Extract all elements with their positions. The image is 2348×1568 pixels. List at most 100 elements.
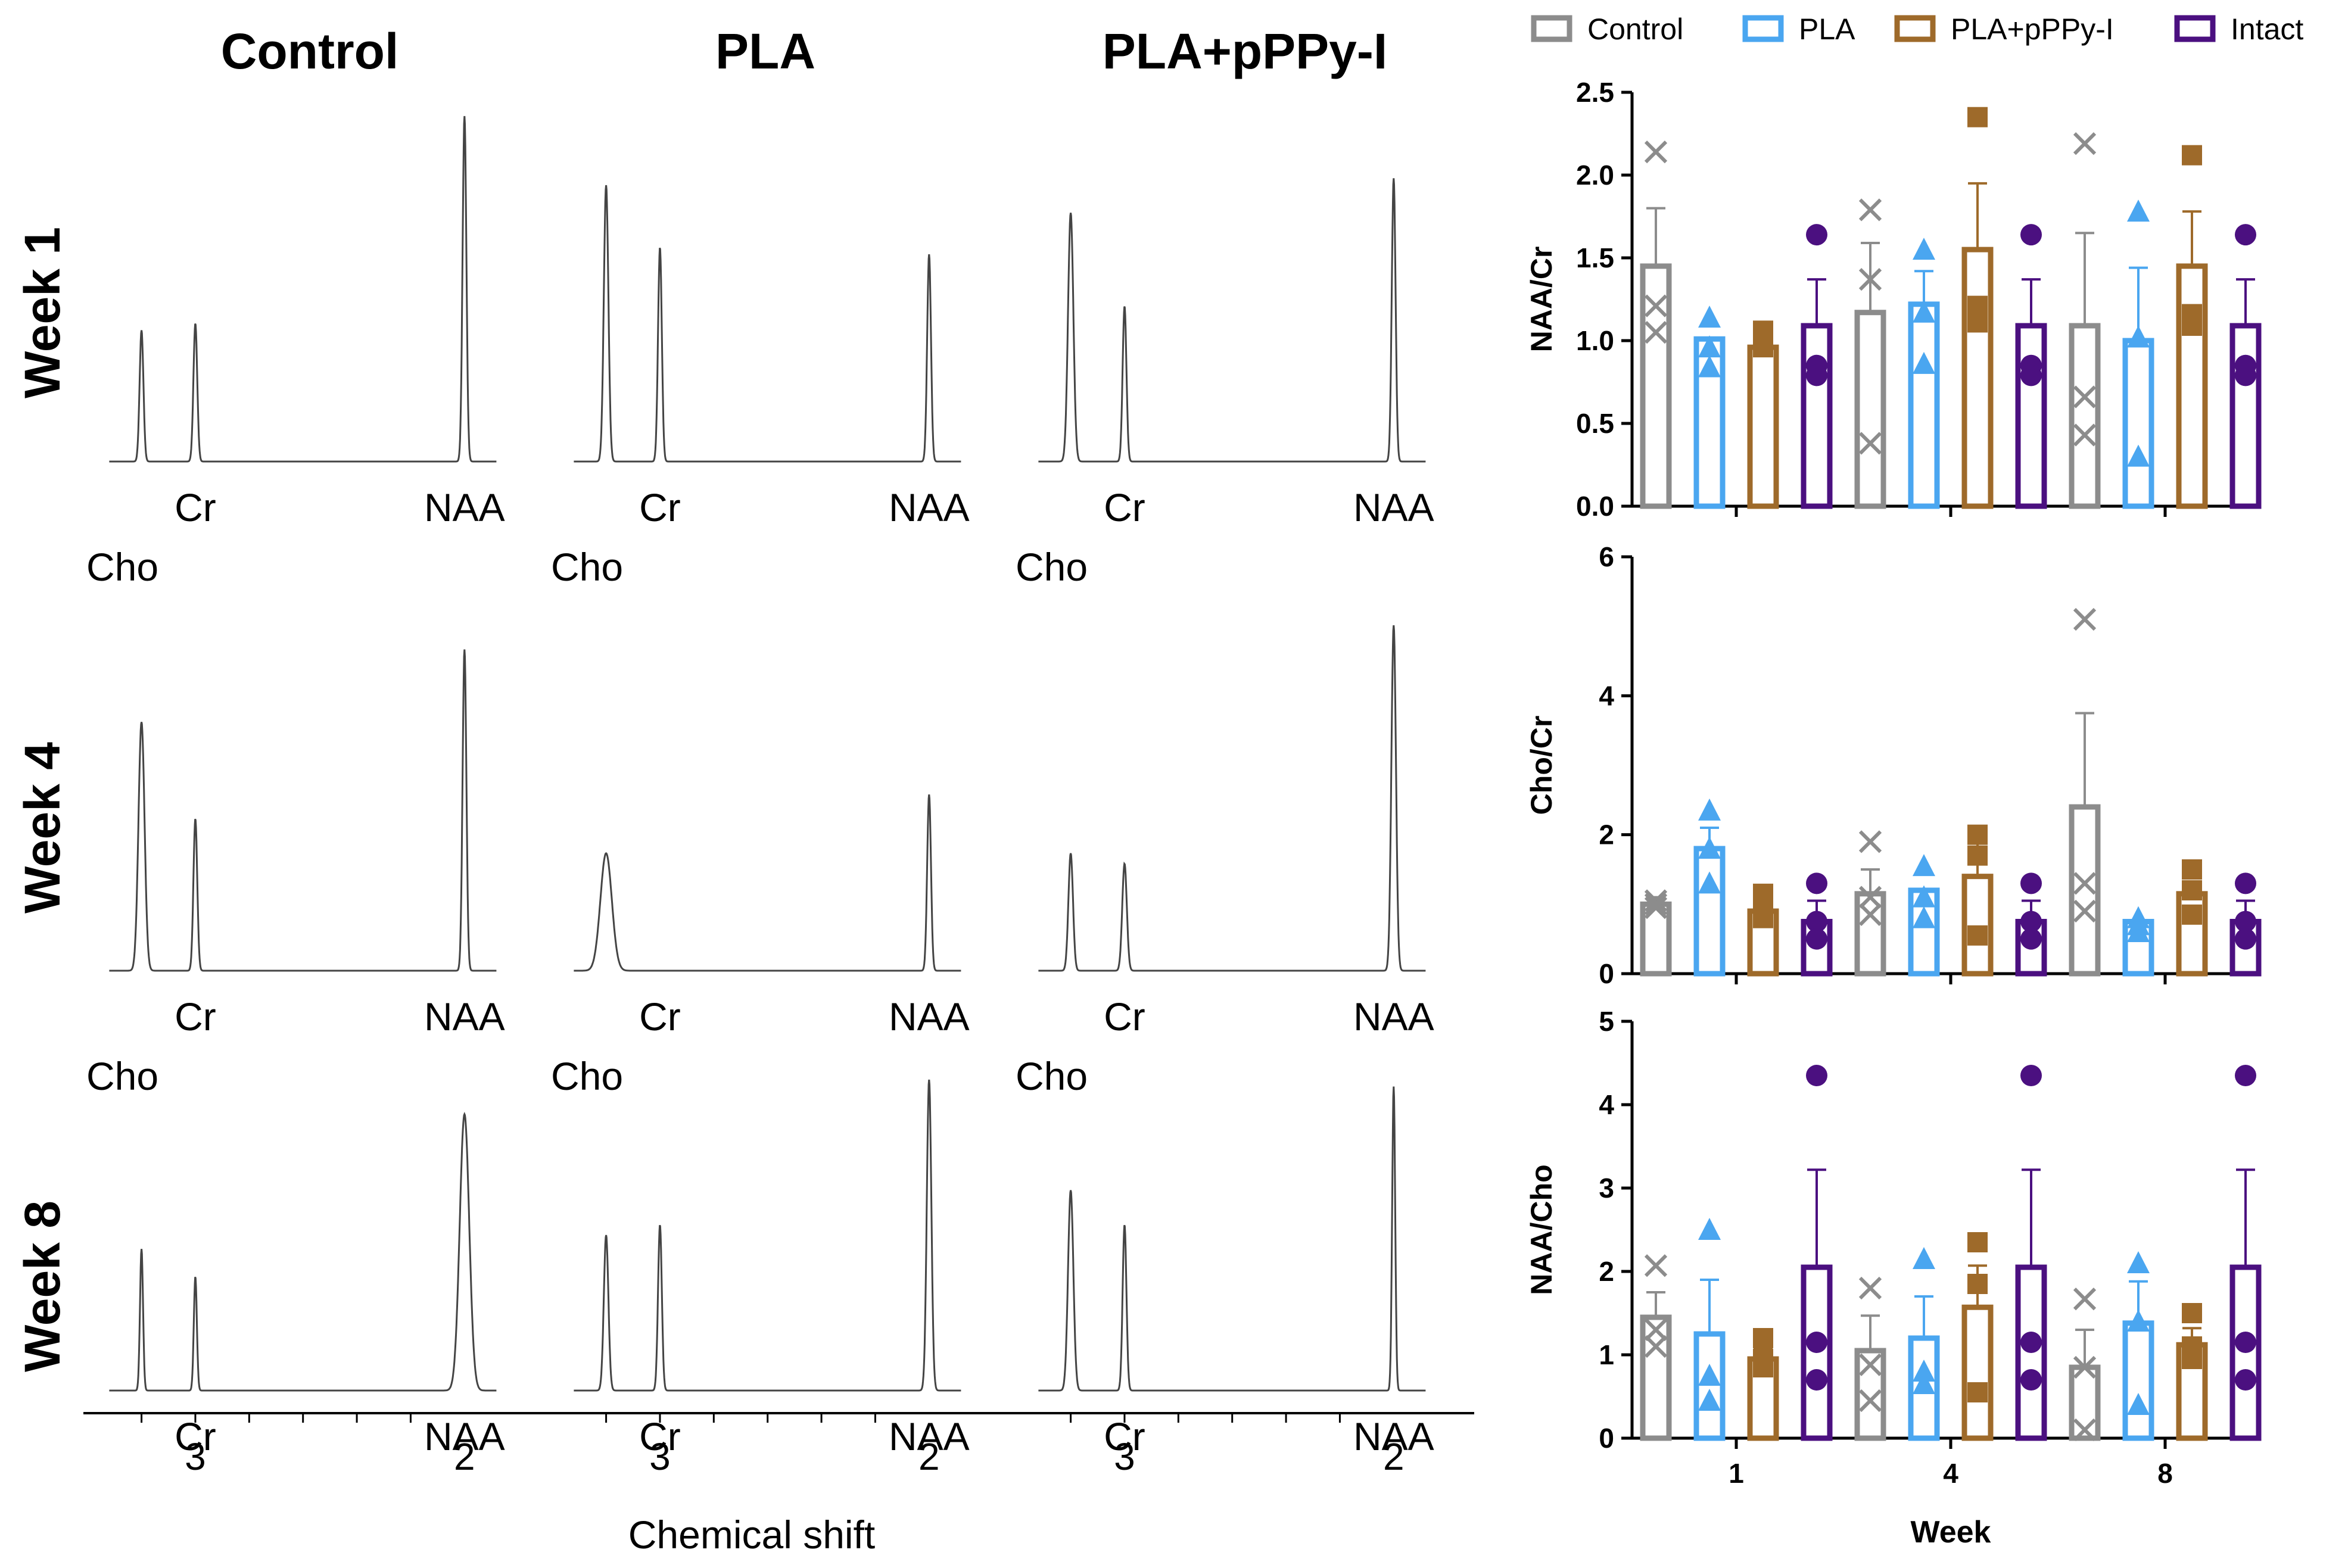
data-point-square bbox=[1967, 1232, 1988, 1252]
peak-label-naa: NAA bbox=[424, 485, 505, 529]
y-tick-label: 2 bbox=[1599, 819, 1614, 850]
y-tick-label: 0 bbox=[1599, 958, 1614, 989]
spectrum-trace bbox=[1038, 625, 1426, 972]
peak-label-cr: Cr bbox=[1104, 485, 1145, 529]
bar bbox=[1961, 247, 1994, 509]
x-tick-label: 3 bbox=[1114, 1435, 1135, 1478]
bar bbox=[1747, 344, 1779, 509]
y-tick-label: 2.0 bbox=[1576, 160, 1614, 191]
data-point-square bbox=[2182, 859, 2202, 880]
y-axis-title: NAA/Cr bbox=[1525, 247, 1558, 353]
data-point-triangle bbox=[1913, 300, 1935, 323]
data-point-triangle bbox=[2127, 325, 2150, 348]
data-point-circle bbox=[2235, 928, 2256, 950]
data-point-square bbox=[1753, 1328, 1773, 1348]
y-tick-label: 6 bbox=[1599, 541, 1614, 572]
peak-label-cho: Cho bbox=[1016, 1054, 1088, 1098]
data-point-circle bbox=[2235, 911, 2256, 933]
peak-label-cr: Cr bbox=[639, 995, 681, 1039]
data-point-triangle bbox=[1913, 238, 1935, 260]
bar bbox=[2122, 1320, 2154, 1441]
data-point-square bbox=[1753, 908, 1773, 928]
y-tick-label: 3 bbox=[1599, 1173, 1614, 1204]
data-point-circle bbox=[2235, 872, 2256, 894]
data-point-x bbox=[1644, 140, 1668, 164]
data-point-x bbox=[1858, 830, 1882, 853]
data-point-x bbox=[1858, 432, 1882, 455]
data-point-triangle bbox=[2127, 1393, 2150, 1415]
data-point-triangle bbox=[1913, 854, 1935, 877]
data-point-square bbox=[2182, 1303, 2202, 1323]
y-tick-label: 1.5 bbox=[1576, 242, 1614, 273]
peak-label-cho: Cho bbox=[551, 545, 623, 589]
bar bbox=[2069, 323, 2101, 509]
peak-label-naa: NAA bbox=[424, 1414, 505, 1458]
x-tick-label: 2 bbox=[1383, 1435, 1405, 1478]
data-point-x bbox=[1858, 1389, 1882, 1413]
y-tick-label: 0.0 bbox=[1576, 491, 1614, 522]
data-point-circle bbox=[2235, 1332, 2256, 1353]
peak-label-naa: NAA bbox=[1353, 485, 1434, 529]
data-point-square bbox=[2182, 145, 2202, 166]
y-tick-label: 5 bbox=[1599, 1006, 1614, 1037]
data-point-triangle bbox=[2127, 920, 2150, 942]
y-tick-label: 2.5 bbox=[1576, 77, 1614, 108]
data-point-circle bbox=[1806, 928, 1827, 950]
data-point-triangle bbox=[1698, 1389, 1721, 1411]
data-point-circle bbox=[1806, 1369, 1827, 1391]
data-point-circle bbox=[2020, 224, 2042, 246]
data-point-circle bbox=[1806, 224, 1827, 246]
x-tick-label: 1 bbox=[1729, 1458, 1744, 1489]
peak-label-cr: Cr bbox=[175, 995, 216, 1039]
peak-label-naa: NAA bbox=[1353, 1414, 1434, 1458]
spectrum-trace bbox=[574, 185, 961, 463]
x-axis-title: Chemical shift bbox=[628, 1513, 875, 1557]
column-title: Control bbox=[221, 23, 399, 79]
data-point-circle bbox=[2235, 1065, 2256, 1086]
bar bbox=[1801, 323, 1833, 509]
bar bbox=[1961, 1304, 1994, 1441]
data-point-circle bbox=[2020, 1065, 2042, 1086]
data-point-square bbox=[1967, 107, 1988, 127]
bar-chart-panels: Control PLA PLA+pPPy-I Intact 0.0 0.5 1.0 1.5 2.… bbox=[1525, 13, 2303, 1550]
legend-swatch bbox=[1894, 15, 1936, 42]
data-point-square bbox=[2182, 880, 2202, 900]
x-tick-label: 2 bbox=[454, 1435, 475, 1478]
data-point-x bbox=[1644, 896, 1668, 919]
data-point-triangle bbox=[1698, 355, 1721, 378]
data-point-x bbox=[1644, 893, 1668, 916]
data-point-x bbox=[1858, 1276, 1882, 1300]
peak-label-naa: NAA bbox=[889, 1414, 970, 1458]
peak-label-cho: Cho bbox=[551, 1054, 623, 1098]
bar bbox=[2229, 323, 2262, 509]
bar bbox=[2015, 323, 2047, 509]
bar bbox=[1693, 1331, 1726, 1441]
peak-label-naa: NAA bbox=[424, 995, 505, 1039]
x-tick-label: 2 bbox=[918, 1435, 940, 1478]
data-point-triangle bbox=[1698, 306, 1721, 328]
data-point-square bbox=[1967, 312, 1988, 333]
bar bbox=[2069, 1364, 2101, 1441]
row-title: Week 1 bbox=[14, 227, 70, 398]
data-point-circle bbox=[2235, 364, 2256, 386]
x-tick-label: 3 bbox=[185, 1435, 206, 1478]
peak-label-cho: Cho bbox=[86, 545, 158, 589]
data-point-triangle bbox=[1913, 906, 1935, 928]
data-point-square bbox=[1967, 1274, 1988, 1294]
data-point-x bbox=[2073, 423, 2097, 447]
peak-label-cr: Cr bbox=[1104, 995, 1145, 1039]
data-point-circle bbox=[2020, 1369, 2042, 1391]
data-point-x bbox=[2073, 1288, 2097, 1311]
x-tick-label: 4 bbox=[1943, 1458, 1958, 1489]
data-point-square bbox=[2182, 1349, 2202, 1369]
y-tick-label: 0.5 bbox=[1576, 408, 1614, 439]
bar-panel: 0 2 4 6 Cho/Cr bbox=[1525, 541, 2262, 989]
bar bbox=[2015, 1264, 2047, 1441]
data-point-x bbox=[2073, 607, 2097, 631]
bar bbox=[1693, 846, 1726, 977]
data-point-triangle bbox=[1913, 1247, 1935, 1269]
x-tick-label: 3 bbox=[649, 1435, 671, 1478]
spectrum-trace bbox=[574, 1079, 961, 1392]
y-tick-label: 2 bbox=[1599, 1256, 1614, 1287]
